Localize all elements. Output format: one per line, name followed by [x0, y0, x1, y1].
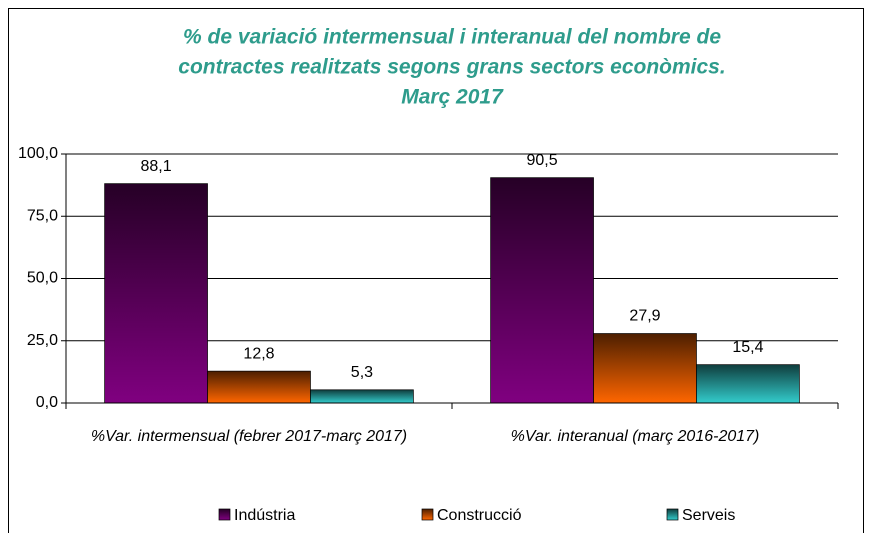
data-label: 90,5	[526, 152, 557, 169]
legend-label: Serveis	[682, 507, 735, 524]
y-tick-label: 50,0	[27, 270, 58, 287]
data-label: 88,1	[140, 158, 171, 175]
y-tick-label: 100,0	[18, 145, 58, 162]
data-label: 15,4	[732, 339, 763, 356]
legend-swatch	[218, 508, 231, 521]
bar	[207, 370, 311, 404]
data-label: 27,9	[629, 308, 660, 325]
bar	[104, 183, 208, 404]
chart-title: Març 2017	[401, 86, 504, 109]
bar	[593, 333, 697, 404]
legend-label: Indústria	[234, 507, 295, 524]
legend-label: Construcció	[437, 507, 522, 524]
data-label: 12,8	[243, 345, 274, 362]
chart-title: contractes realitzats segons grans secto…	[178, 56, 725, 79]
y-tick-label: 0,0	[36, 394, 58, 411]
bar	[696, 364, 800, 404]
y-tick-label: 75,0	[27, 207, 58, 224]
bar	[310, 389, 414, 404]
x-tick-label: %Var. interanual (març 2016-2017)	[510, 428, 760, 445]
bar	[490, 177, 594, 404]
chart-title: % de variació intermensual i interanual …	[183, 26, 721, 49]
y-tick-label: 25,0	[27, 332, 58, 349]
legend-swatch	[666, 508, 679, 521]
x-tick-label: %Var. intermensual (febrer 2017-març 201…	[90, 428, 408, 445]
data-label: 5,3	[351, 364, 373, 381]
legend-swatch	[421, 508, 434, 521]
